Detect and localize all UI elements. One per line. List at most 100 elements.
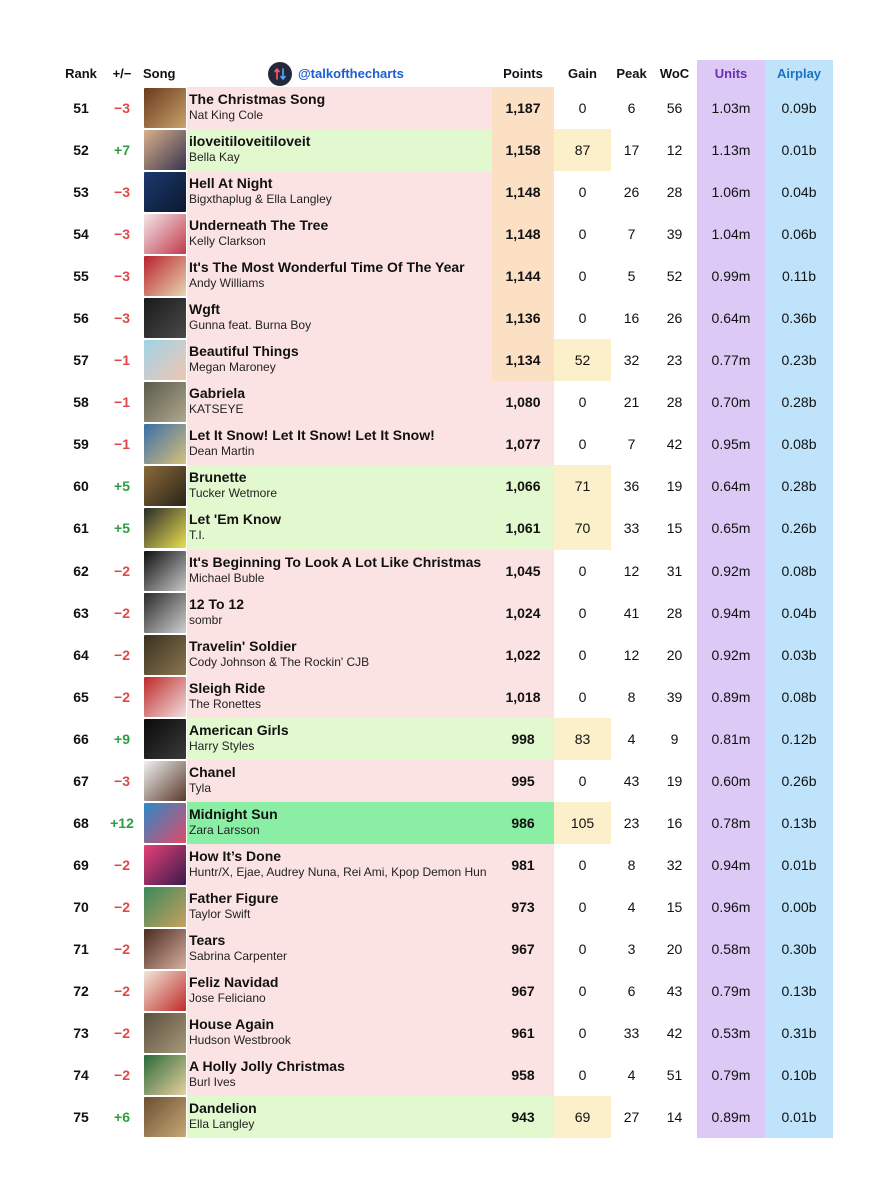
- peak-cell: 21: [623, 394, 640, 411]
- change-cell: −3: [114, 100, 130, 117]
- rank-header: Rank: [65, 66, 97, 81]
- album-art-image: [144, 298, 186, 339]
- airplay-cell: 0.13b: [765, 801, 833, 844]
- album-art-cell: [143, 886, 187, 928]
- song-title: Hell At Night: [189, 175, 273, 192]
- woc-cell: 52: [666, 268, 683, 285]
- album-art-image: [144, 1097, 186, 1138]
- points-header: Points: [503, 66, 543, 81]
- table-row: 71 −2 Tears Sabrina Carpenter 967 0 3 20 0.58m 0.…: [61, 927, 833, 970]
- gain-cell: 0: [578, 772, 587, 789]
- woc-cell: 51: [666, 1067, 683, 1084]
- units-cell: 0.96m: [697, 885, 765, 928]
- album-art-cell: [143, 634, 187, 676]
- units-cell: 0.94m: [697, 591, 765, 634]
- airplay-cell: 0.10b: [765, 1054, 833, 1097]
- album-art-image: [144, 172, 186, 213]
- units-cell: 0.65m: [697, 507, 765, 550]
- song-cell: Let It Snow! Let It Snow! Let It Snow! De…: [187, 423, 492, 466]
- points-cell: 1,077: [492, 423, 554, 466]
- airplay-cell: 0.13b: [765, 969, 833, 1013]
- peak-cell: 6: [627, 100, 636, 117]
- peak-cell: 5: [627, 268, 636, 285]
- rank-cell: 64: [73, 646, 89, 663]
- change-cell: −2: [114, 1025, 130, 1042]
- airplay-cell: 0.04b: [765, 591, 833, 634]
- song-cell: Feliz Navidad Jose Feliciano: [187, 969, 492, 1013]
- album-art-image: [144, 802, 186, 843]
- airplay-cell: 0.26b: [765, 759, 833, 802]
- peak-cell: 3: [627, 940, 636, 957]
- album-art-cell: [143, 465, 187, 507]
- album-art-cell: [143, 423, 187, 465]
- change-cell: −3: [114, 268, 130, 285]
- account-handle-group[interactable]: @talkofthecharts: [268, 61, 404, 86]
- change-cell: +12: [110, 814, 134, 831]
- song-cell: It's Beginning To Look A Lot Like Christ…: [187, 549, 492, 592]
- song-artist: Sabrina Carpenter: [189, 948, 288, 963]
- rank-cell: 68: [73, 814, 89, 831]
- album-art-cell: [143, 129, 187, 171]
- change-cell: −3: [114, 310, 130, 327]
- table-row: 56 −3 Wgft Gunna feat. Burna Boy 1,136 0 16 26 0…: [61, 297, 833, 340]
- album-art-cell: [143, 297, 187, 339]
- units-cell: 0.70m: [697, 381, 765, 424]
- units-cell: 0.64m: [697, 297, 765, 340]
- gain-cell: 0: [578, 226, 587, 243]
- woc-cell: 12: [666, 142, 683, 159]
- song-title: Beautiful Things: [189, 343, 299, 360]
- units-cell: 1.03m: [697, 87, 765, 130]
- album-art-cell: [143, 339, 187, 381]
- table-row: 61 +5 Let 'Em Know T.I. 1,061 70 33 15 0.65m 0.26…: [61, 507, 833, 550]
- account-handle[interactable]: @talkofthecharts: [298, 66, 404, 81]
- change-cell: −2: [114, 688, 130, 705]
- song-title: A Holly Jolly Christmas: [189, 1058, 345, 1075]
- album-art-cell: [143, 844, 187, 886]
- song-artist: Megan Maroney: [189, 360, 276, 375]
- song-title: Chanel: [189, 763, 236, 780]
- gain-cell: 0: [578, 100, 587, 117]
- airplay-cell: 0.28b: [765, 465, 833, 508]
- points-cell: 1,148: [492, 171, 554, 214]
- change-cell: −2: [114, 604, 130, 621]
- rank-cell: 55: [73, 268, 89, 285]
- woc-header: WoC: [659, 66, 690, 81]
- rank-cell: 54: [73, 226, 89, 243]
- table-row: 52 +7 iloveitiloveitiloveit Bella Kay 1,158 8…: [61, 129, 833, 172]
- album-art-image: [144, 214, 186, 255]
- units-cell: 0.81m: [697, 717, 765, 760]
- woc-cell: 19: [666, 478, 683, 495]
- table-row: 54 −3 Underneath The Tree Kelly Clarkson 1,1…: [61, 213, 833, 256]
- song-artist: Cody Johnson & The Rockin' CJB: [189, 654, 370, 669]
- rank-cell: 56: [73, 310, 89, 327]
- peak-cell: 23: [623, 814, 640, 831]
- woc-cell: 15: [666, 898, 683, 915]
- points-cell: 1,080: [492, 381, 554, 424]
- album-art-cell: [143, 381, 187, 423]
- rank-cell: 71: [73, 940, 89, 957]
- song-title: Brunette: [189, 469, 247, 486]
- table-row: 55 −3 It's The Most Wonderful Time Of The …: [61, 255, 833, 298]
- album-art-cell: [143, 550, 187, 592]
- table-row: 73 −2 House Again Hudson Westbrook 961 0 33 42 0…: [61, 1012, 833, 1055]
- song-artist: Jose Feliciano: [189, 990, 266, 1005]
- units-cell: 1.13m: [697, 129, 765, 172]
- song-title: It's Beginning To Look A Lot Like Christ…: [189, 553, 482, 570]
- units-cell: 0.77m: [697, 339, 765, 382]
- gain-cell: 0: [578, 562, 587, 579]
- song-artist: Bella Kay: [189, 150, 240, 165]
- points-cell: 1,061: [492, 507, 554, 550]
- units-header: Units: [697, 60, 765, 87]
- rank-cell: 59: [73, 436, 89, 453]
- table-row: 57 −1 Beautiful Things Megan Maroney 1,134 52…: [61, 339, 833, 382]
- rank-cell: 53: [73, 184, 89, 201]
- table-row: 66 +9 American Girls Harry Styles 998 83 4 9 0.8…: [61, 717, 833, 760]
- peak-cell: 12: [623, 562, 640, 579]
- gain-cell: 0: [578, 940, 587, 957]
- airplay-cell: 0.30b: [765, 927, 833, 970]
- airplay-cell: 0.03b: [765, 633, 833, 676]
- units-cell: 0.95m: [697, 423, 765, 466]
- peak-cell: 36: [623, 478, 640, 495]
- change-cell: −3: [114, 184, 130, 201]
- song-header: Song: [143, 66, 176, 81]
